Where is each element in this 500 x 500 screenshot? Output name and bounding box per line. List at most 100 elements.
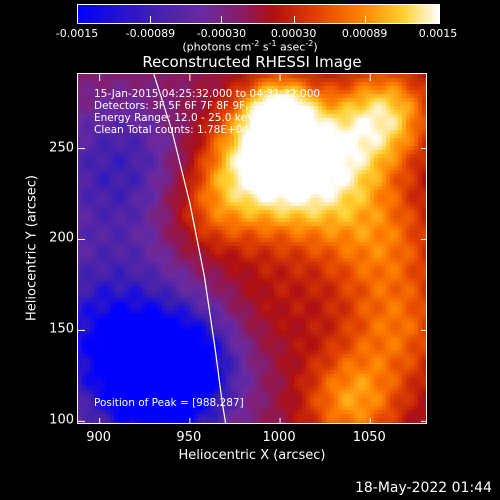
- heatmap-cell: [218, 402, 223, 407]
- heatmap-cell: [146, 218, 151, 223]
- heatmap-cell: [202, 182, 207, 187]
- heatmap-cell: [226, 350, 231, 355]
- heatmap-cell: [278, 170, 283, 175]
- heatmap-cell: [234, 74, 239, 79]
- heatmap-cell: [86, 406, 91, 411]
- heatmap-cell: [102, 306, 107, 311]
- heatmap-cell: [182, 270, 187, 275]
- heatmap-cell: [154, 166, 159, 171]
- heatmap-cell: [138, 234, 143, 239]
- heatmap-cell: [254, 378, 259, 383]
- heatmap-cell: [270, 126, 275, 131]
- heatmap-cell: [242, 286, 247, 291]
- heatmap-cell: [90, 390, 95, 395]
- heatmap-cell: [118, 406, 123, 411]
- heatmap-cell: [98, 74, 103, 79]
- heatmap-cell: [174, 390, 179, 395]
- heatmap-cell: [130, 338, 135, 343]
- heatmap-cell: [138, 262, 143, 267]
- heatmap-cell: [230, 190, 235, 195]
- heatmap-cell: [274, 254, 279, 259]
- heatmap-cell: [134, 198, 139, 203]
- heatmap-cell: [226, 118, 231, 123]
- heatmap-cell: [190, 294, 195, 299]
- heatmap-cell: [226, 394, 231, 399]
- heatmap-cell: [214, 422, 219, 423]
- heatmap-cell: [194, 322, 199, 327]
- heatmap-cell: [110, 230, 115, 235]
- heatmap-cell: [266, 110, 271, 115]
- heatmap-cell: [238, 90, 243, 95]
- heatmap-cell: [270, 302, 275, 307]
- heatmap-cell: [110, 250, 115, 255]
- heatmap-cell: [142, 166, 147, 171]
- heatmap-cell: [118, 134, 123, 139]
- heatmap-cell: [206, 374, 211, 379]
- heatmap-cell: [202, 422, 207, 423]
- heatmap-cell: [98, 86, 103, 91]
- heatmap-cell: [294, 174, 299, 179]
- heatmap-cell: [214, 342, 219, 347]
- heatmap-cell: [182, 130, 187, 135]
- heatmap-cell: [198, 342, 203, 347]
- heatmap-cell: [174, 310, 179, 315]
- heatmap-cell: [194, 162, 199, 167]
- heatmap-cell: [122, 366, 127, 371]
- heatmap-cell: [86, 106, 91, 111]
- heatmap-cell: [254, 306, 259, 311]
- heatmap-cell: [114, 122, 119, 127]
- heatmap-cell: [82, 378, 87, 383]
- heatmap-cell: [118, 398, 123, 403]
- heatmap-cell: [210, 98, 215, 103]
- heatmap-cell: [194, 86, 199, 91]
- heatmap-cell: [154, 170, 159, 175]
- heatmap-cell: [194, 278, 199, 283]
- heatmap-cell: [246, 262, 251, 267]
- heatmap-cell: [110, 278, 115, 283]
- heatmap-cell: [94, 262, 99, 267]
- heatmap-cell: [250, 398, 255, 403]
- heatmap-cell: [86, 262, 91, 267]
- heatmap-cell: [166, 326, 171, 331]
- heatmap-cell: [234, 306, 239, 311]
- heatmap-cell: [286, 126, 291, 131]
- heatmap-cell: [78, 162, 83, 167]
- heatmap-cell: [150, 318, 155, 323]
- heatmap-cell: [82, 174, 87, 179]
- heatmap-cell: [126, 226, 131, 231]
- heatmap-cell: [222, 74, 227, 79]
- heatmap-cell: [182, 374, 187, 379]
- heatmap-cell: [254, 230, 259, 235]
- heatmap-cell: [206, 198, 211, 203]
- heatmap-cell: [242, 78, 247, 83]
- heatmap-cell: [154, 282, 159, 287]
- heatmap-cell: [142, 266, 147, 271]
- heatmap-cell: [298, 222, 303, 227]
- heatmap-cell: [90, 86, 95, 91]
- heatmap-cell: [170, 390, 175, 395]
- heatmap-cell: [242, 74, 247, 79]
- heatmap-cell: [198, 414, 203, 419]
- heatmap-cell: [162, 406, 167, 411]
- heatmap-cell: [142, 258, 147, 263]
- heatmap-cell: [238, 402, 243, 407]
- heatmap-cell: [286, 102, 291, 107]
- heatmap-cell: [194, 274, 199, 279]
- heatmap-cell: [194, 406, 199, 411]
- heatmap-cell: [242, 158, 247, 163]
- heatmap-cell: [302, 114, 307, 119]
- heatmap-cell: [162, 378, 167, 383]
- heatmap-cell: [242, 330, 247, 335]
- heatmap-cell: [186, 414, 191, 419]
- heatmap-cell: [94, 346, 99, 351]
- heatmap-cell: [258, 306, 263, 311]
- heatmap-cell: [254, 414, 259, 419]
- heatmap-cell: [162, 294, 167, 299]
- heatmap-cell: [174, 138, 179, 143]
- heatmap-cell: [274, 274, 279, 279]
- heatmap-cell: [250, 186, 255, 191]
- heatmap-cell: [146, 306, 151, 311]
- heatmap-cell: [146, 98, 151, 103]
- heatmap-cell: [274, 342, 279, 347]
- heatmap-cell: [82, 366, 87, 371]
